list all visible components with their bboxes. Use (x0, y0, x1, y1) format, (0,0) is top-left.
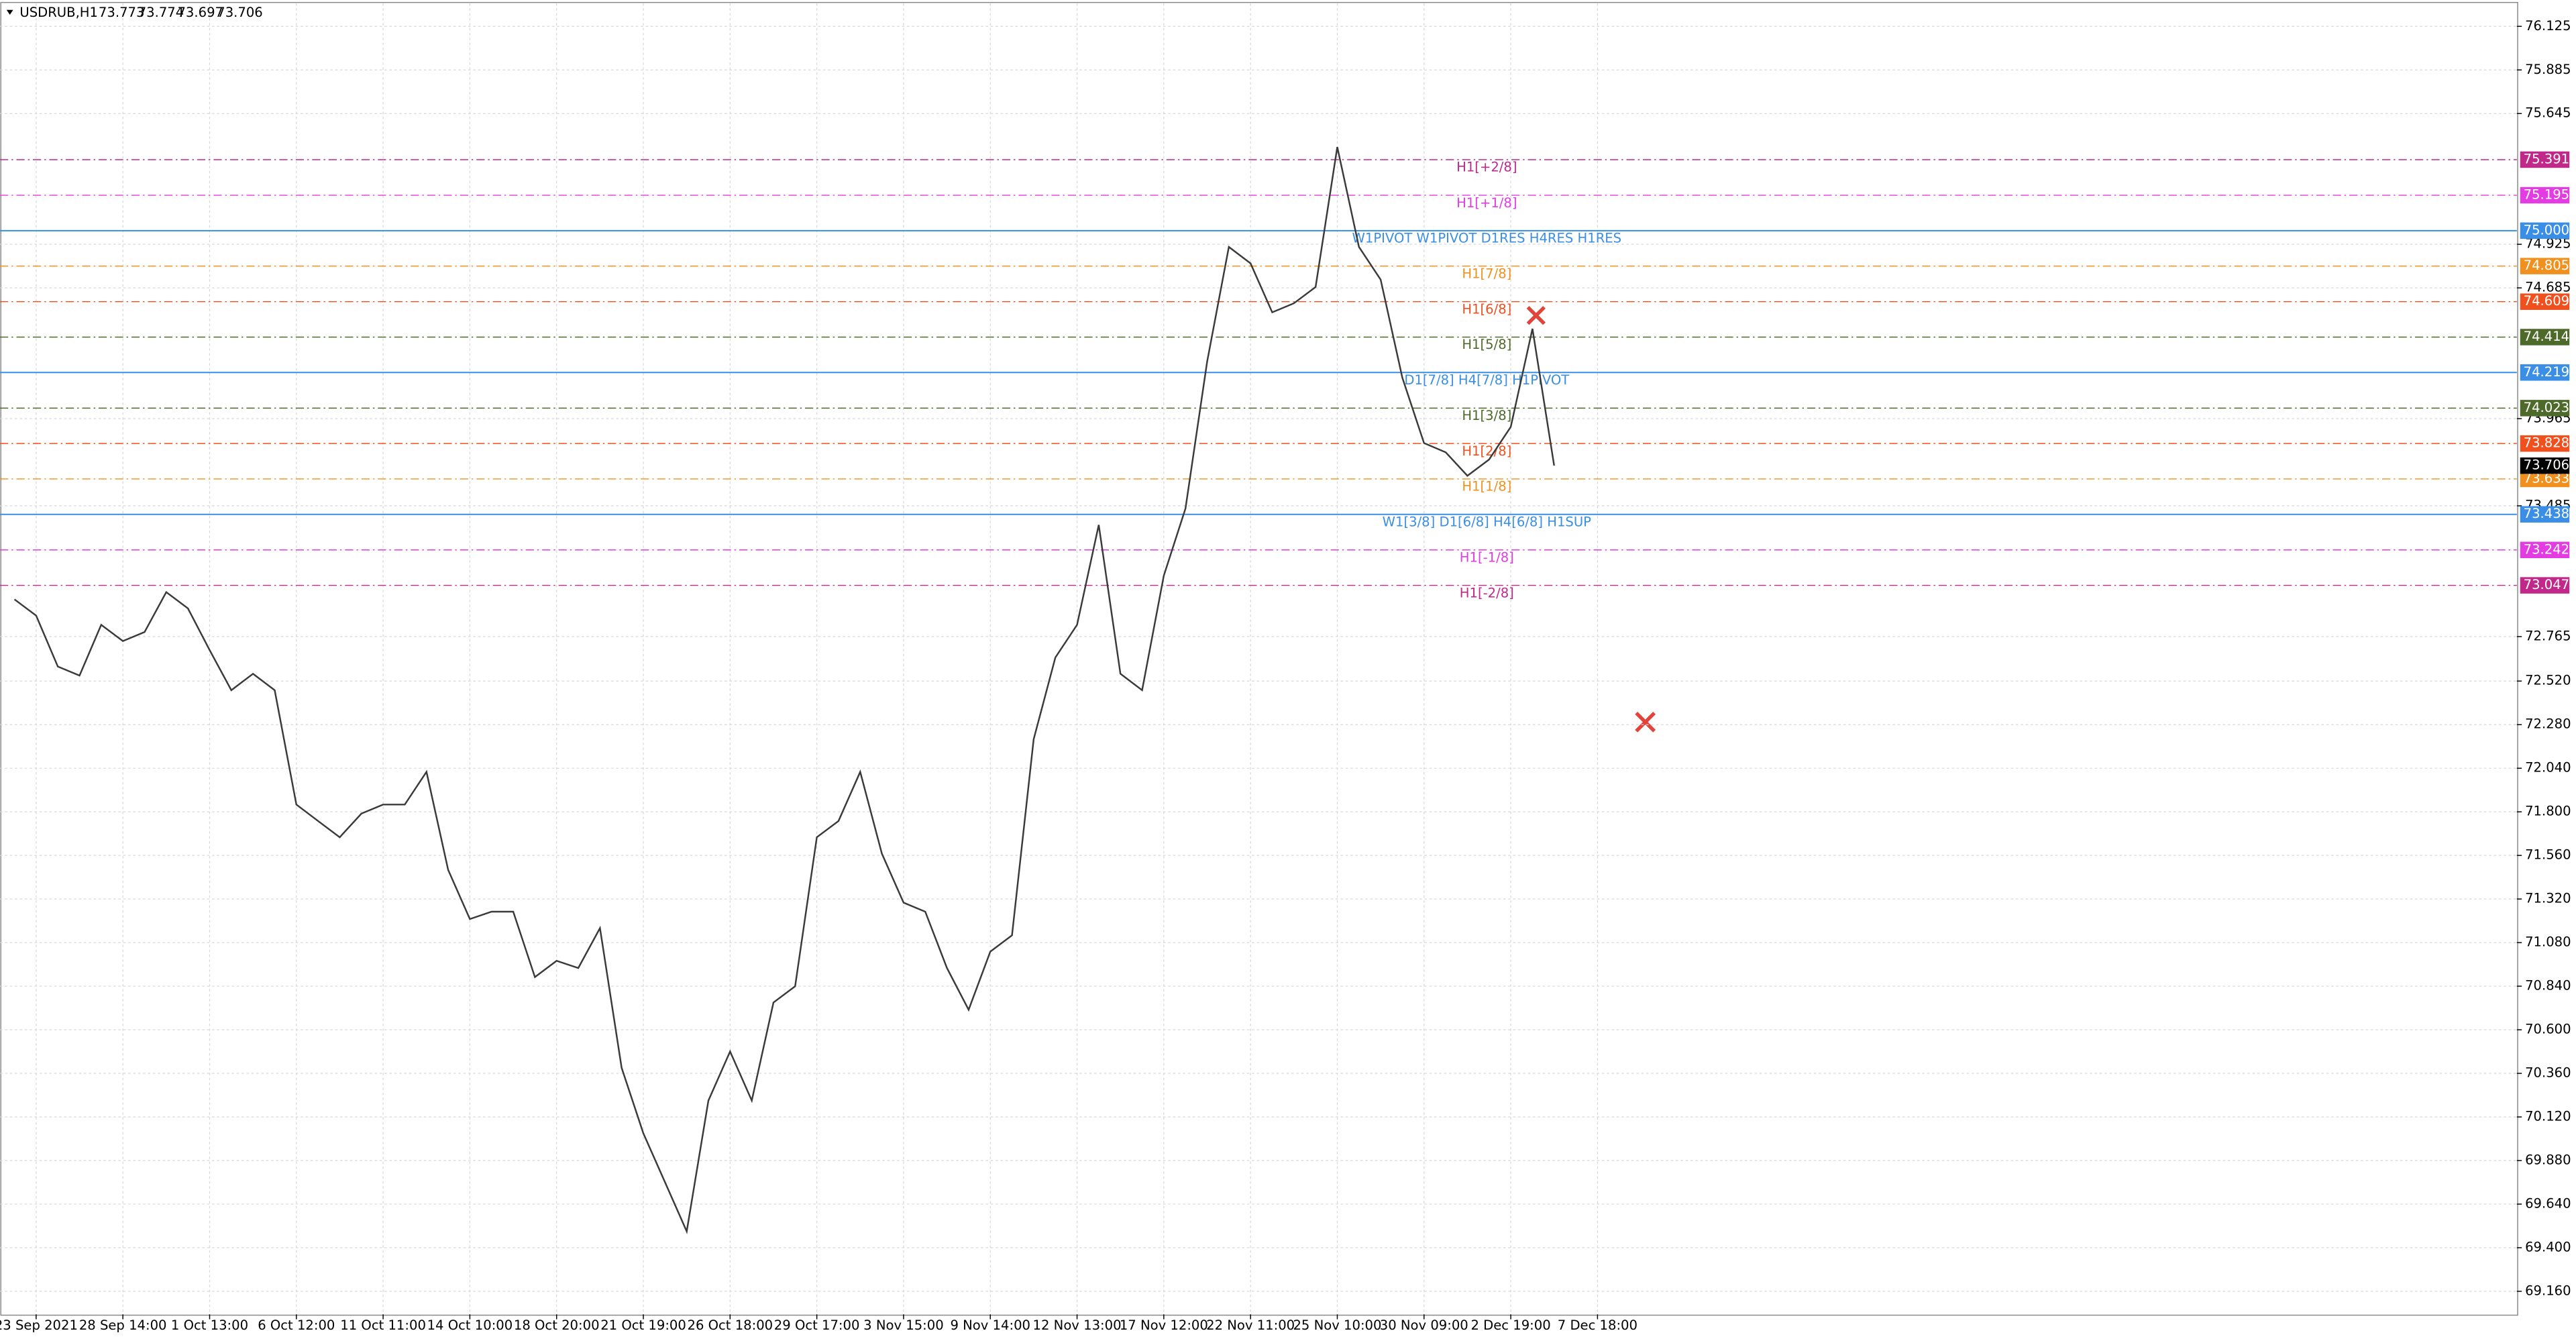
low: 73.697 (177, 5, 223, 20)
level-label: H1[6/8] (1462, 301, 1511, 317)
x-tick-label: 1 Oct 13:00 (171, 1318, 248, 1333)
x-tick-label: 30 Nov 09:00 (1380, 1318, 1468, 1333)
y-tick-label: 70.120 (2525, 1108, 2571, 1124)
price-badge (2520, 186, 2570, 204)
price-badge-label: 75.000 (2524, 222, 2570, 237)
level-label: W1PIVOT W1PIVOT D1RES H4RES H1RES (1352, 231, 1622, 246)
price-badge-label: 74.219 (2524, 364, 2570, 380)
price-badge (2520, 151, 2570, 168)
level-label: H1[-1/8] (1460, 550, 1514, 566)
y-tick-label: 70.600 (2525, 1022, 2571, 1037)
y-tick-label: 71.560 (2525, 847, 2571, 863)
header-arrow (6, 9, 13, 15)
level-label: D1[7/8] H4[7/8] H1PIVOT (1404, 372, 1570, 388)
level-label: H1[1/8] (1462, 479, 1511, 494)
y-tick-label: 76.125 (2525, 18, 2571, 34)
price-badge-label: 73.438 (2524, 506, 2570, 521)
y-tick-label: 75.645 (2525, 105, 2571, 121)
level-label: H1[-2/8] (1460, 585, 1514, 600)
price-badge-label: 74.414 (2524, 329, 2570, 344)
y-tick-label: 72.520 (2525, 673, 2571, 688)
price-badge (2520, 329, 2570, 345)
header: USDRUB,H1 73.773 73.774 73.697 73.706 (6, 5, 263, 20)
y-tick-label: 71.800 (2525, 804, 2571, 819)
price-badge-label: 73.047 (2524, 577, 2570, 592)
y-tick-label: 69.400 (2525, 1239, 2571, 1254)
price-badge (2520, 258, 2570, 274)
x-tick-label: 26 Oct 18:00 (688, 1318, 773, 1333)
open: 73.773 (99, 5, 145, 20)
x-tick-label: 25 Nov 10:00 (1293, 1318, 1381, 1333)
x-tick-label: 12 Nov 13:00 (1033, 1318, 1122, 1333)
x-tick-label: 11 Oct 11:00 (340, 1318, 426, 1333)
level-label: H1[7/8] (1462, 266, 1511, 281)
price-badge-label: 74.023 (2524, 400, 2570, 415)
y-tick-label: 70.360 (2525, 1065, 2571, 1081)
x-tick-label: 2 Dec 19:00 (1470, 1318, 1550, 1333)
price-badge (2520, 222, 2570, 239)
price-badge (2520, 577, 2570, 594)
current-price-badge (2520, 457, 2570, 474)
x-tick-label: 3 Nov 15:00 (863, 1318, 944, 1333)
price-badge-label: 75.391 (2524, 151, 2570, 166)
y-tick-label: 71.320 (2525, 891, 2571, 906)
y-tick-label: 75.885 (2525, 62, 2571, 77)
x-tick-label: 18 Oct 20:00 (514, 1318, 600, 1333)
close: 73.706 (217, 5, 263, 20)
level-label: H1[2/8] (1462, 443, 1511, 459)
y-tick-label: 72.280 (2525, 716, 2571, 732)
x-tick-label: 22 Nov 11:00 (1206, 1318, 1295, 1333)
x-tick-label: 21 Oct 19:00 (600, 1318, 686, 1333)
x-tick-label: 23 Sep 2021 (0, 1318, 78, 1333)
price-badge-label: 73.633 (2524, 470, 2570, 486)
x-tick-label: 14 Oct 10:00 (427, 1318, 513, 1333)
plot-frame (0, 1, 2518, 1316)
level-label: W1[3/8] D1[6/8] H4[6/8] H1SUP (1383, 514, 1591, 529)
cross-marker (1526, 306, 1656, 733)
y-tick-label: 70.840 (2525, 978, 2571, 994)
price-badge-label: 74.609 (2524, 293, 2570, 309)
level-label: H1[5/8] (1462, 337, 1511, 352)
x-tick-label: 9 Nov 14:00 (950, 1318, 1030, 1333)
y-tick-label: 69.160 (2525, 1283, 2571, 1298)
y-tick-label: 74.685 (2525, 280, 2571, 295)
price-badge-label: 74.805 (2524, 258, 2570, 273)
price-badge (2520, 400, 2570, 417)
y-tick-label: 72.040 (2525, 760, 2571, 775)
y-tick-label: 69.640 (2525, 1195, 2571, 1211)
price-line (13, 146, 1555, 1234)
price-badge (2520, 541, 2570, 559)
x-tick-label: 6 Oct 12:00 (258, 1318, 335, 1333)
price-badge (2520, 506, 2570, 523)
level-label: H1[3/8] (1462, 408, 1511, 423)
x-tick-label: 7 Dec 18:00 (1558, 1318, 1638, 1333)
price-badge-label: 73.242 (2524, 541, 2570, 557)
symbol: USDRUB,H1 (19, 5, 98, 20)
price-badge (2520, 293, 2570, 310)
y-tick-label: 72.765 (2525, 628, 2571, 643)
price-badge-label: 73.828 (2524, 435, 2570, 451)
level-label: H1[+2/8] (1456, 160, 1517, 175)
level-label: H1[+1/8] (1456, 195, 1517, 211)
price-badge (2520, 435, 2570, 452)
x-tick-label: 17 Nov 12:00 (1120, 1318, 1208, 1333)
current-price-label: 73.706 (2524, 458, 2570, 473)
price-badge (2520, 364, 2570, 381)
x-tick-label: 28 Sep 14:00 (79, 1318, 167, 1333)
y-tick-label: 69.880 (2525, 1152, 2571, 1167)
price-badge-label: 75.195 (2524, 187, 2570, 203)
y-tick-label: 71.080 (2525, 934, 2571, 950)
y-tick-label: 74.925 (2525, 236, 2571, 252)
x-tick-label: 29 Oct 17:00 (774, 1318, 860, 1333)
high: 73.774 (138, 5, 184, 20)
